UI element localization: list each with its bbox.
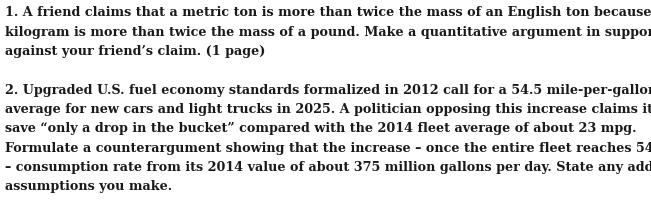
Text: kilogram is more than twice the mass of a pound. Make a quantitative argument in: kilogram is more than twice the mass of … — [5, 26, 651, 39]
Text: 2. Upgraded U.S. fuel economy standards formalized in 2012 call for a 54.5 mile-: 2. Upgraded U.S. fuel economy standards … — [5, 84, 651, 97]
Text: save “only a drop in the bucket” compared with the 2014 fleet average of about 2: save “only a drop in the bucket” compare… — [5, 122, 637, 135]
Text: against your friend’s claim. (1 page): against your friend’s claim. (1 page) — [5, 45, 266, 58]
Text: assumptions you make.: assumptions you make. — [5, 180, 173, 193]
Text: 1. A friend claims that a metric ton is more than twice the mass of an English t: 1. A friend claims that a metric ton is … — [5, 6, 651, 19]
Text: Formulate a counterargument showing that the increase – once the entire fleet re: Formulate a counterargument showing that… — [5, 142, 651, 155]
Text: average for new cars and light trucks in 2025. A politician opposing this increa: average for new cars and light trucks in… — [5, 103, 651, 116]
Text: – consumption rate from its 2014 value of about 375 million gallons per day. Sta: – consumption rate from its 2014 value o… — [5, 161, 651, 174]
